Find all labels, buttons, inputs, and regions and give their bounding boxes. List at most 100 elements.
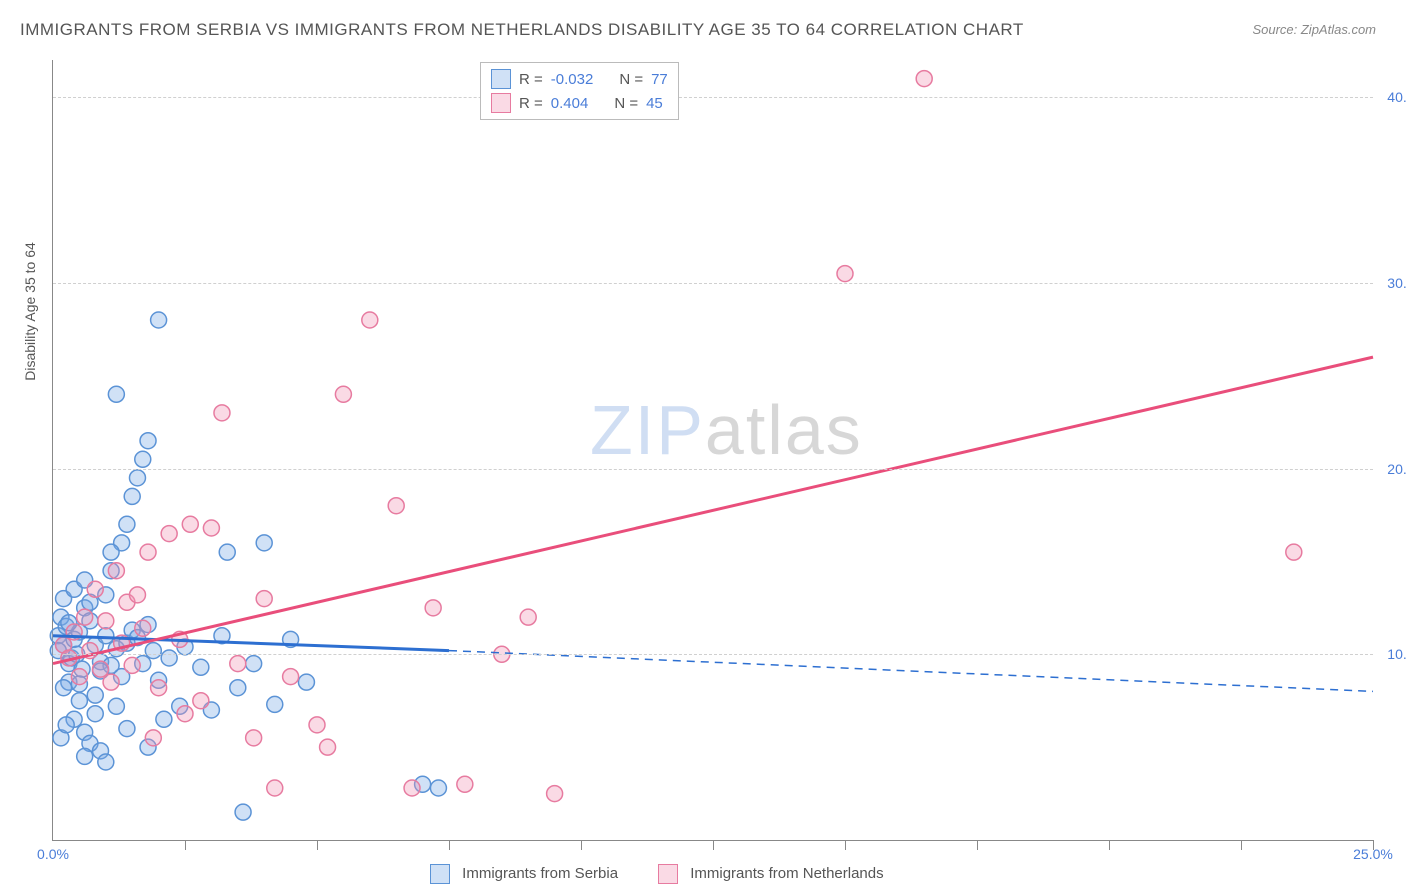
- chart-svg: [53, 60, 1373, 840]
- y-tick-label: 10.0%: [1387, 646, 1406, 662]
- data-point: [71, 693, 87, 709]
- gridline-h: [53, 97, 1373, 98]
- data-point: [124, 657, 140, 673]
- data-point: [140, 433, 156, 449]
- trend-line-dashed: [449, 651, 1373, 692]
- n-value-serbia: 77: [651, 71, 668, 88]
- legend-label-serbia: Immigrants from Serbia: [462, 865, 618, 882]
- data-point: [246, 656, 262, 672]
- data-point: [547, 786, 563, 802]
- data-point: [193, 659, 209, 675]
- y-tick-label: 40.0%: [1387, 89, 1406, 105]
- data-point: [151, 312, 167, 328]
- data-point: [135, 451, 151, 467]
- data-point: [145, 730, 161, 746]
- data-point: [246, 730, 262, 746]
- n-value-netherlands: 45: [646, 95, 663, 112]
- swatch-serbia: [430, 864, 450, 884]
- data-point: [103, 674, 119, 690]
- data-point: [267, 780, 283, 796]
- chart-title: IMMIGRANTS FROM SERBIA VS IMMIGRANTS FRO…: [20, 20, 1024, 40]
- trend-line: [53, 357, 1373, 663]
- data-point: [298, 674, 314, 690]
- legend-item-netherlands: Immigrants from Netherlands: [658, 864, 884, 884]
- x-tick: [977, 840, 978, 850]
- data-point: [230, 656, 246, 672]
- data-point: [161, 650, 177, 666]
- data-point: [430, 780, 446, 796]
- data-point: [156, 711, 172, 727]
- data-point: [256, 535, 272, 551]
- x-tick: [581, 840, 582, 850]
- x-tick-label: 25.0%: [1353, 846, 1393, 862]
- r-label: R =: [519, 71, 543, 88]
- x-tick: [1109, 840, 1110, 850]
- data-point: [193, 693, 209, 709]
- data-point: [161, 526, 177, 542]
- y-tick-label: 30.0%: [1387, 275, 1406, 291]
- data-point: [87, 687, 103, 703]
- data-point: [388, 498, 404, 514]
- data-point: [404, 780, 420, 796]
- legend-row-serbia: R = -0.032 N = 77: [491, 67, 668, 91]
- x-tick: [185, 840, 186, 850]
- r-value-serbia: -0.032: [551, 71, 594, 88]
- n-label: N =: [614, 95, 638, 112]
- x-tick: [449, 840, 450, 850]
- data-point: [135, 620, 151, 636]
- x-tick: [845, 840, 846, 850]
- data-point: [119, 721, 135, 737]
- data-point: [103, 544, 119, 560]
- data-point: [235, 804, 251, 820]
- legend-item-serbia: Immigrants from Serbia: [430, 864, 618, 884]
- gridline-h: [53, 469, 1373, 470]
- data-point: [214, 405, 230, 421]
- data-point: [140, 544, 156, 560]
- data-point: [87, 706, 103, 722]
- x-tick: [713, 840, 714, 850]
- r-label: R =: [519, 95, 543, 112]
- data-point: [837, 266, 853, 282]
- data-point: [58, 717, 74, 733]
- data-point: [267, 696, 283, 712]
- data-point: [230, 680, 246, 696]
- legend-label-netherlands: Immigrants from Netherlands: [690, 865, 883, 882]
- data-point: [520, 609, 536, 625]
- data-point: [129, 470, 145, 486]
- plot-area: 10.0%20.0%30.0%40.0%0.0%25.0%: [52, 60, 1373, 841]
- source-attribution: Source: ZipAtlas.com: [1252, 22, 1376, 37]
- swatch-netherlands: [658, 864, 678, 884]
- data-point: [87, 581, 103, 597]
- data-point: [119, 516, 135, 532]
- data-point: [98, 628, 114, 644]
- data-point: [56, 680, 72, 696]
- data-point: [93, 661, 109, 677]
- data-point: [98, 754, 114, 770]
- data-point: [362, 312, 378, 328]
- swatch-netherlands: [491, 93, 511, 113]
- x-tick-label: 0.0%: [37, 846, 69, 862]
- n-label: N =: [619, 71, 643, 88]
- x-tick: [1241, 840, 1242, 850]
- data-point: [129, 587, 145, 603]
- data-point: [77, 748, 93, 764]
- data-point: [283, 669, 299, 685]
- data-point: [177, 706, 193, 722]
- data-point: [219, 544, 235, 560]
- data-point: [71, 669, 87, 685]
- data-point: [309, 717, 325, 733]
- data-point: [457, 776, 473, 792]
- series-legend: Immigrants from Serbia Immigrants from N…: [430, 864, 884, 884]
- data-point: [320, 739, 336, 755]
- y-tick-label: 20.0%: [1387, 461, 1406, 477]
- data-point: [1286, 544, 1302, 560]
- r-value-netherlands: 0.404: [551, 95, 589, 112]
- data-point: [108, 386, 124, 402]
- data-point: [425, 600, 441, 616]
- data-point: [77, 609, 93, 625]
- data-point: [98, 613, 114, 629]
- data-point: [256, 591, 272, 607]
- gridline-h: [53, 283, 1373, 284]
- data-point: [108, 698, 124, 714]
- data-point: [335, 386, 351, 402]
